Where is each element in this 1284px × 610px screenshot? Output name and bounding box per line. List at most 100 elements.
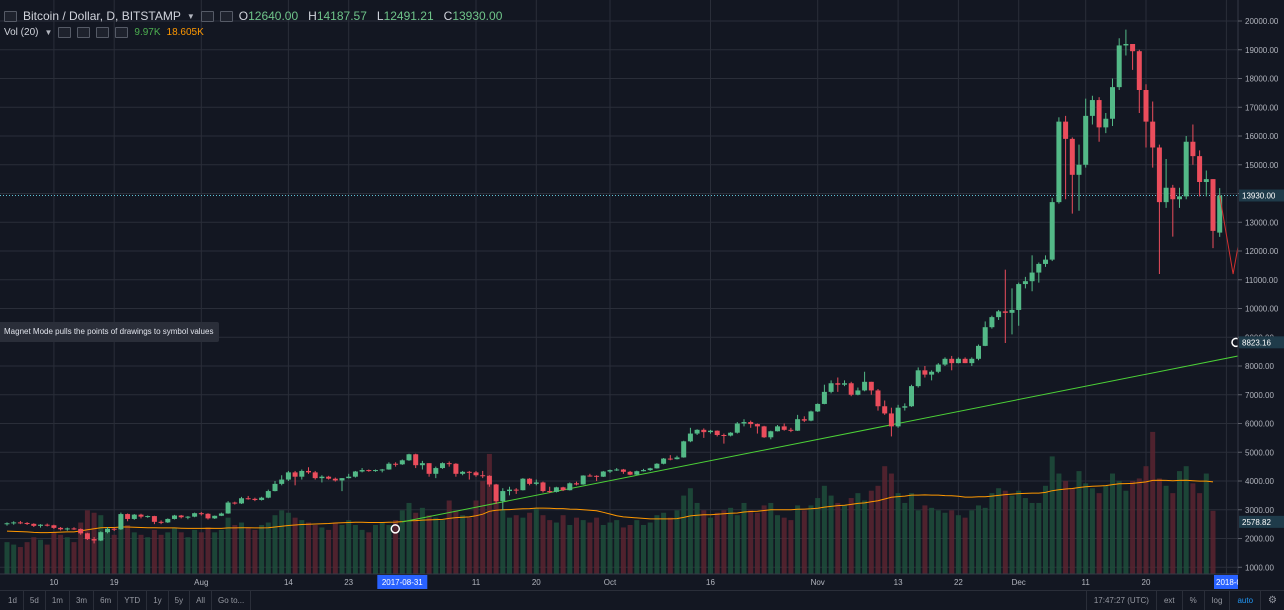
range-3m[interactable]: 3m [70,591,95,610]
time-axis: 1019Aug14231120Oct16Nov1322Dec1120201820… [0,573,1284,590]
candle [795,414,801,431]
price-tick-label: 6000.00 [1245,420,1274,429]
symbol-dropdown-icon[interactable]: ▼ [186,11,195,21]
candle-body [775,426,780,432]
candle [1190,124,1196,165]
volume-bar [1096,493,1102,574]
volume-bar [245,527,251,574]
volume-bar [84,510,90,574]
percent-scale-toggle[interactable]: % [1181,591,1204,610]
candle [245,495,251,500]
candle-body [587,475,593,477]
volume-eye-icon[interactable] [58,26,72,38]
symbol-title[interactable]: Bitcoin / Dollar, D, BITSTAMP [23,9,181,23]
volume-indicator-title[interactable]: Vol (20) [4,26,39,38]
volume-bar [386,525,392,574]
candle-body [58,527,64,530]
candle-body [172,515,177,519]
candle-body [828,383,834,392]
candle [38,524,43,528]
candle [326,475,332,480]
candle [138,513,144,519]
volume-more-icon[interactable] [115,26,129,38]
candle [701,428,707,438]
volume-bar [1056,473,1062,574]
candle [393,462,399,467]
candle [1150,101,1156,168]
candle-body [285,472,291,480]
candle-body [976,345,981,359]
volume-bar [754,512,760,574]
candle [1203,170,1209,197]
candle-body [493,484,499,502]
candle [272,481,278,492]
candle [399,459,405,465]
volume-ma-line [6,479,1214,534]
candle [11,521,17,525]
time-tick-label: 10 [49,578,58,587]
volume-bar [399,510,405,574]
price-tick-label: 20000.00 [1245,17,1279,26]
candle-body [98,532,104,541]
candle [105,527,110,534]
range-1m[interactable]: 1m [46,591,70,610]
log-scale-toggle[interactable]: log [1203,591,1230,610]
volume-bar [111,534,117,574]
volume-bar [299,520,305,574]
candle [185,516,191,520]
candle-body [131,514,137,519]
candle [748,420,754,428]
auto-scale-toggle[interactable]: auto [1229,591,1260,610]
extended-hours-toggle[interactable]: ext [1155,591,1182,610]
volume-bar [888,473,894,574]
candle-body [949,358,955,364]
trendline-drawing [402,346,1284,523]
volume-bar [587,522,593,574]
candle [761,425,767,438]
volume-bar [1076,471,1082,574]
range-ytd[interactable]: YTD [118,591,148,610]
axis-corner [1238,574,1284,590]
collapse-legend-icon[interactable] [4,10,17,22]
legend-settings-icon[interactable] [200,10,214,22]
volume-bar [674,510,680,574]
candle-body [346,476,352,479]
volume-close-icon[interactable] [96,26,110,38]
range-all[interactable]: All [190,591,212,610]
candle-body [399,460,405,465]
volume-dropdown-icon[interactable]: ▼ [44,27,53,37]
candle-body [594,475,600,477]
candle-body [681,441,687,458]
price-tick-label: 15000.00 [1245,161,1279,170]
candle [875,389,881,411]
volume-bar [51,532,57,574]
candle-body [1197,156,1203,182]
candle-body [815,403,821,412]
range-1d[interactable]: 1d [0,591,24,610]
range-1y[interactable]: 1y [147,591,169,610]
candle-body [553,487,559,492]
time-tick-label: Dec [1012,578,1026,587]
candle-body [600,471,606,477]
candle [862,371,868,392]
candle-body [1210,179,1216,231]
candle-body [788,429,794,431]
range-6m[interactable]: 6m [94,591,119,610]
candle [955,357,961,364]
candle-body [607,470,613,472]
clock-timezone[interactable]: 17:47:27 (UTC) [1085,591,1156,610]
candle-body [373,470,378,472]
candle [915,367,921,388]
volume-bar [1156,478,1162,574]
volume-bar [58,534,64,574]
range-5y[interactable]: 5y [169,591,191,610]
candle-body [332,478,338,481]
go-to-date-button[interactable]: Go to... [212,591,252,610]
volume-settings-icon[interactable] [77,26,91,38]
legend-hide-icon[interactable] [219,10,233,22]
volume-bar [480,480,486,574]
candle [192,512,198,518]
chart-settings-gear-icon[interactable]: ⚙ [1260,591,1284,610]
range-5d[interactable]: 5d [24,591,46,610]
